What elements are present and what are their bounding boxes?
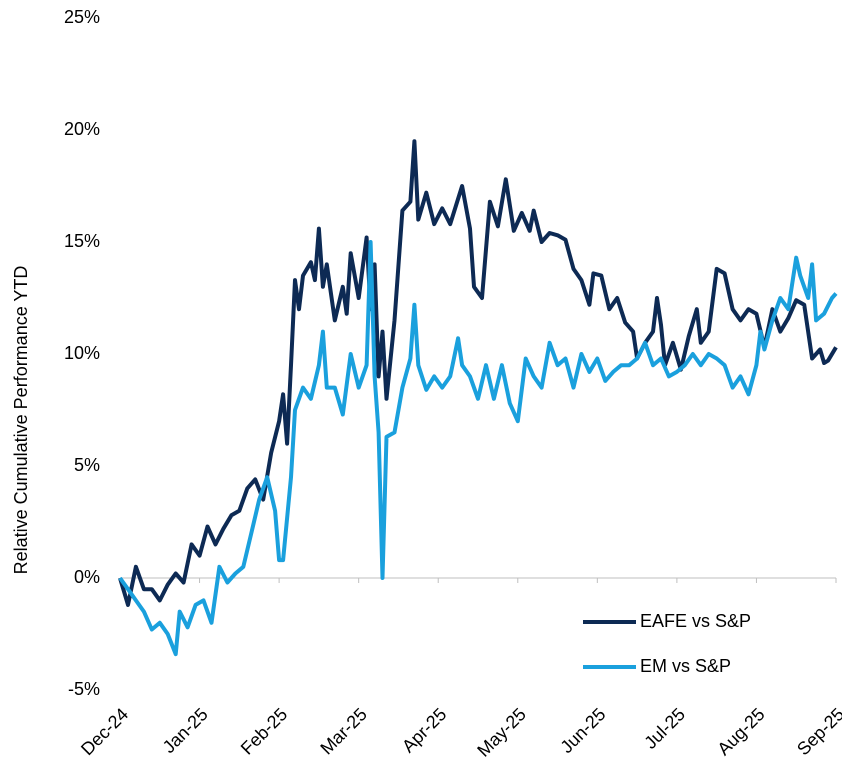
y-tick-label: 15%: [64, 231, 100, 251]
x-tick-label: Feb-25: [237, 704, 291, 758]
x-tick-label: Jul-25: [640, 704, 689, 753]
y-tick-label: 0%: [74, 567, 100, 587]
y-tick-label: 25%: [64, 7, 100, 27]
x-tick-label: Sep-25: [793, 704, 842, 759]
legend-label: EM vs S&P: [640, 656, 731, 676]
legend-label: EAFE vs S&P: [640, 611, 751, 631]
x-tick-label: Dec-24: [77, 704, 132, 759]
x-tick-label: Aug-25: [713, 704, 768, 759]
x-tick-label: Mar-25: [316, 704, 370, 758]
y-tick-label: 10%: [64, 343, 100, 363]
series-line: [118, 139, 838, 607]
y-tick-label: 20%: [64, 119, 100, 139]
x-tick-label: Jun-25: [556, 704, 609, 757]
y-tick-label: 5%: [74, 455, 100, 475]
y-axis-label: Relative Cumulative Performance YTD: [11, 266, 31, 575]
y-tick-label: -5%: [68, 679, 100, 699]
series-line: [118, 240, 838, 657]
x-tick-label: Apr-25: [398, 704, 450, 756]
x-tick-label: Jan-25: [159, 704, 212, 757]
x-tick-label: May-25: [473, 704, 530, 761]
